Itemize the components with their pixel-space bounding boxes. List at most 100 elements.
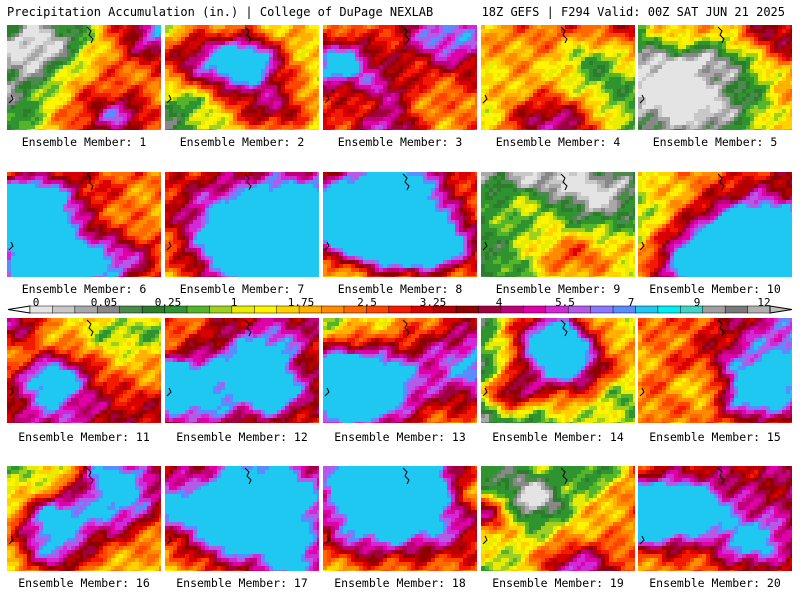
precip-field — [638, 466, 792, 571]
coastline — [402, 319, 410, 337]
precip-field — [638, 318, 792, 423]
ensemble-member-label: Ensemble Member: 2 — [163, 135, 321, 149]
coastline — [482, 535, 488, 545]
run-valid-time: 18Z GEFS | F294 Valid: 00Z SAT JUN 21 20… — [482, 5, 785, 19]
coastline — [402, 173, 410, 191]
ensemble-member-map — [481, 318, 635, 423]
precip-field — [638, 172, 792, 277]
ensemble-member-label: Ensemble Member: 11 — [5, 430, 163, 444]
precip-field — [7, 466, 161, 571]
ensemble-member-label: Ensemble Member: 19 — [479, 576, 637, 590]
coastline — [639, 387, 645, 397]
precip-field — [165, 25, 319, 130]
coastline — [717, 319, 725, 337]
precip-field — [165, 466, 319, 571]
coastline — [639, 535, 645, 545]
colorbar-swatch — [388, 305, 412, 314]
ensemble-member-label: Ensemble Member: 10 — [636, 282, 794, 296]
coastline — [8, 241, 14, 251]
colorbar-max-arrow — [769, 305, 793, 314]
coastline — [560, 26, 568, 44]
coastline — [717, 467, 725, 485]
ensemble-member-label: Ensemble Member: 12 — [163, 430, 321, 444]
colorbar-swatch — [321, 305, 345, 314]
coastline — [639, 94, 645, 104]
colorbar-min-arrow — [7, 305, 31, 314]
ensemble-member-map — [165, 172, 319, 277]
precip-field — [7, 318, 161, 423]
coastline — [244, 319, 252, 337]
colorbar-tick-label: 9 — [694, 296, 701, 309]
colorbar-swatch — [590, 305, 614, 314]
product-title: Precipitation Accumulation (in.) | Colle… — [7, 5, 433, 19]
ensemble-member-map — [638, 25, 792, 130]
ensemble-member-label: Ensemble Member: 14 — [479, 430, 637, 444]
ensemble-member-map — [323, 318, 477, 423]
ensemble-member-map — [323, 466, 477, 571]
ensemble-member-map — [165, 466, 319, 571]
coastline — [166, 387, 172, 397]
ensemble-member-label: Ensemble Member: 17 — [163, 576, 321, 590]
colorbar-swatch — [635, 305, 659, 314]
precip-field — [481, 466, 635, 571]
coastline — [324, 94, 330, 104]
coastline — [560, 467, 568, 485]
coastline — [8, 94, 14, 104]
ensemble-member-label: Ensemble Member: 3 — [321, 135, 479, 149]
colorbar-swatch — [702, 305, 726, 314]
coastline — [86, 173, 94, 191]
coastline — [482, 241, 488, 251]
coastline — [402, 467, 410, 485]
ensemble-member-label: Ensemble Member: 16 — [5, 576, 163, 590]
header: Precipitation Accumulation (in.) | Colle… — [0, 0, 800, 24]
precip-field — [481, 318, 635, 423]
colorbar — [7, 305, 793, 314]
coastline — [324, 241, 330, 251]
coastline — [244, 26, 252, 44]
coastline — [639, 241, 645, 251]
precip-field — [323, 466, 477, 571]
coastline — [482, 387, 488, 397]
colorbar-swatch — [209, 305, 233, 314]
ensemble-member-map — [165, 318, 319, 423]
coastline — [166, 535, 172, 545]
ensemble-member-label: Ensemble Member: 8 — [321, 282, 479, 296]
precip-field — [481, 25, 635, 130]
ensemble-member-map — [7, 466, 161, 571]
colorbar-tick-label: 0.05 — [91, 296, 118, 309]
ensemble-member-map — [481, 172, 635, 277]
colorbar-swatch — [119, 305, 143, 314]
ensemble-member-map — [481, 25, 635, 130]
ensemble-member-label: Ensemble Member: 9 — [479, 282, 637, 296]
colorbar-swatch — [52, 305, 76, 314]
coastline — [8, 387, 14, 397]
colorbar-tick-label: 1 — [231, 296, 238, 309]
colorbar-tick-label: 4 — [496, 296, 503, 309]
colorbar-swatch — [455, 305, 480, 314]
precip-field — [323, 318, 477, 423]
precip-field — [323, 172, 477, 277]
ensemble-member-map — [638, 172, 792, 277]
ensemble-member-label: Ensemble Member: 1 — [5, 135, 163, 149]
coastline — [244, 467, 252, 485]
coastline — [324, 535, 330, 545]
colorbar-tick-label: 0 — [33, 296, 40, 309]
precip-field — [7, 25, 161, 130]
colorbar-swatch — [500, 305, 525, 314]
precip-field — [323, 25, 477, 130]
colorbar-tick-label: 12 — [757, 296, 770, 309]
ensemble-member-label: Ensemble Member: 18 — [321, 576, 479, 590]
ensemble-member-map — [165, 25, 319, 130]
precip-field — [481, 172, 635, 277]
coastline — [560, 173, 568, 191]
coastline — [166, 241, 172, 251]
ensemble-member-label: Ensemble Member: 6 — [5, 282, 163, 296]
colorbar-tick-label: 1.75 — [288, 296, 315, 309]
ensemble-member-map — [323, 25, 477, 130]
precip-field — [165, 172, 319, 277]
ensemble-member-label: Ensemble Member: 7 — [163, 282, 321, 296]
ensemble-member-label: Ensemble Member: 5 — [636, 135, 794, 149]
colorbar-swatch — [657, 305, 682, 314]
precip-field — [7, 172, 161, 277]
colorbar-swatch — [186, 305, 211, 314]
